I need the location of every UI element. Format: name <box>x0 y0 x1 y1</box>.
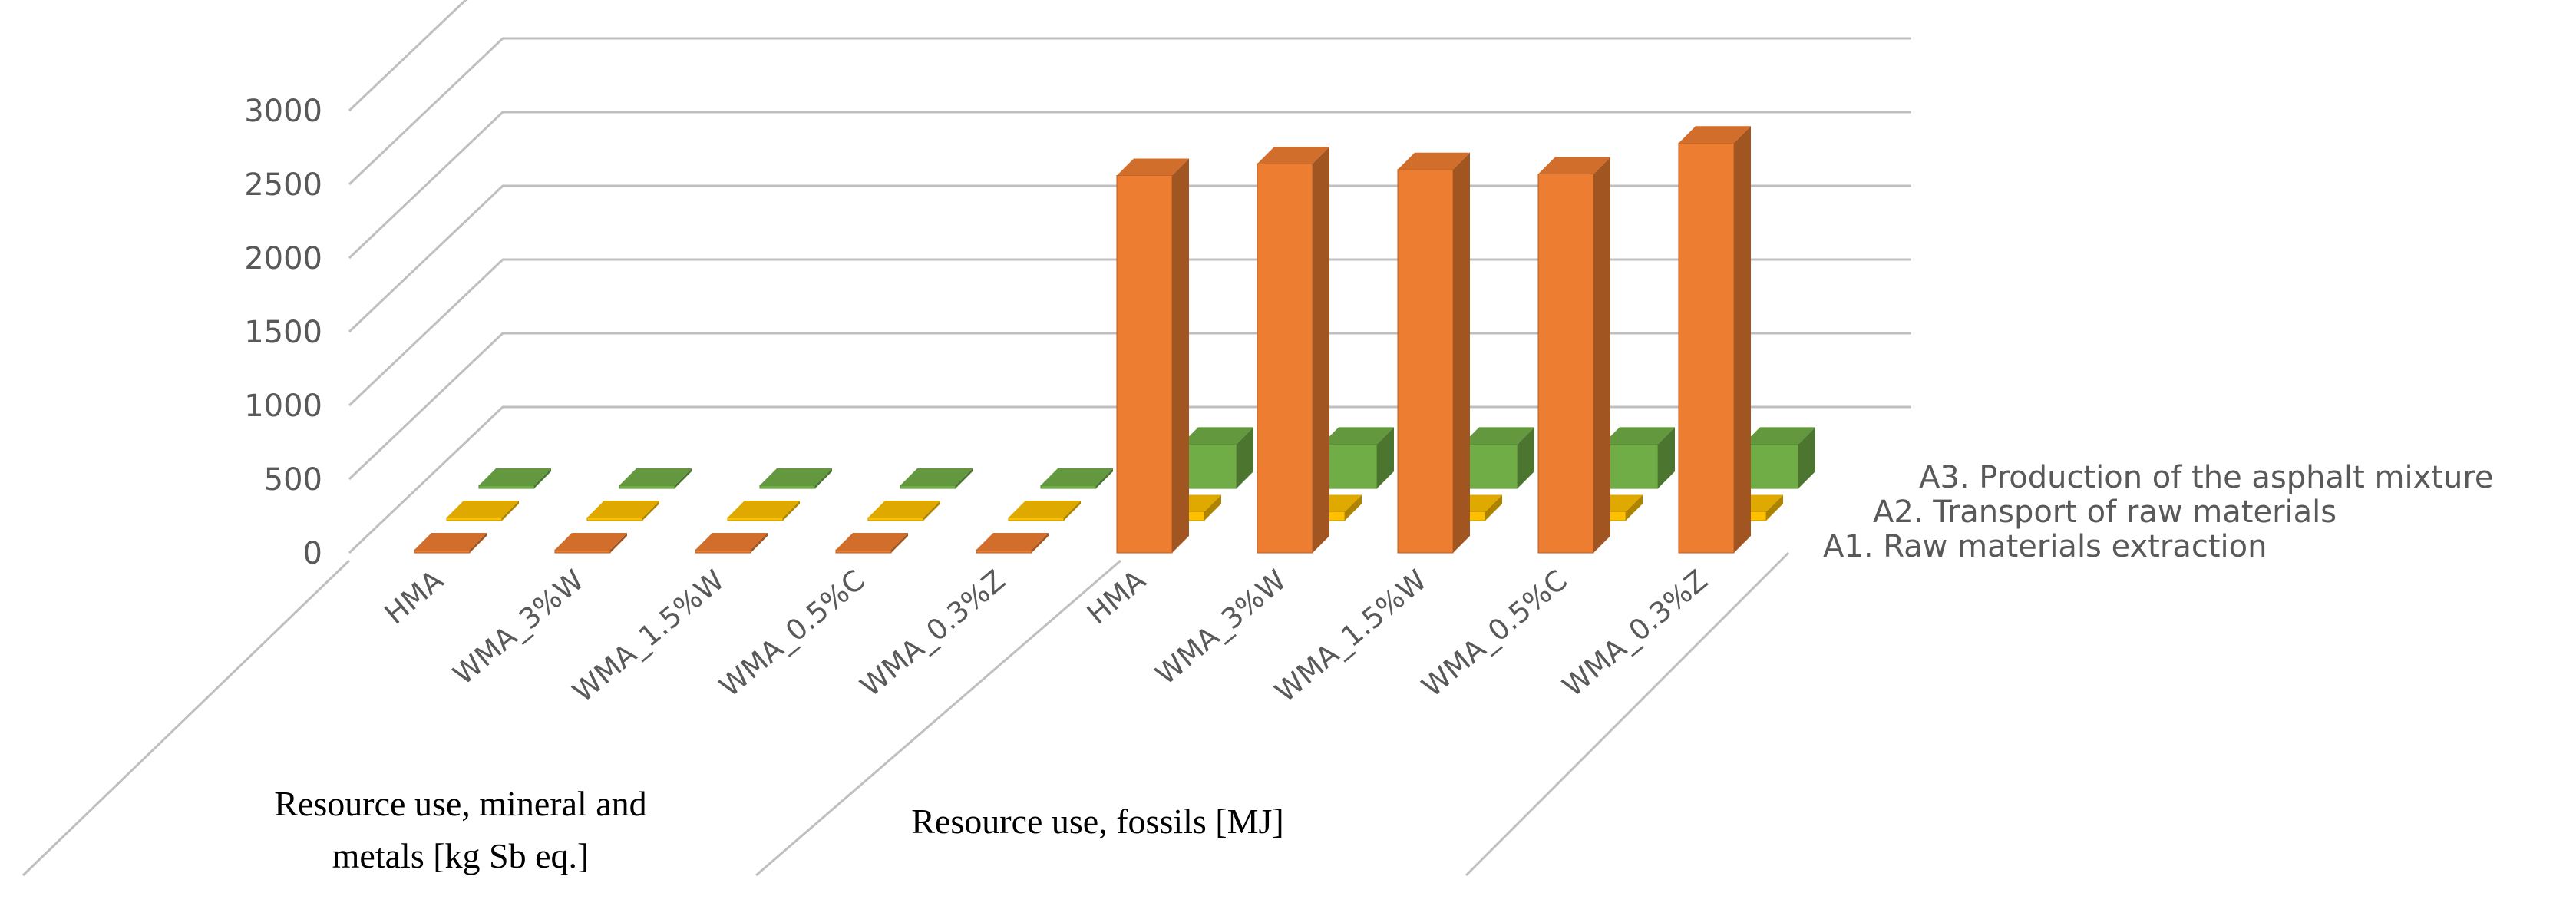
bar-s1-c6 <box>1116 158 1189 554</box>
series-label-2: A2. Transport of raw materials <box>1873 495 2337 530</box>
gridline-3000 <box>348 0 467 112</box>
y-tick-1000: 1000 <box>244 389 322 424</box>
group-label-fossils: Resource use, fossils [MJ] <box>911 802 1284 841</box>
category-label-8: WMA_1.5%W <box>1269 564 1433 709</box>
series-label-1: A1. Raw materials extraction <box>1823 529 2267 564</box>
bar-s3-c3 <box>759 468 832 489</box>
bar-s2-c4 <box>867 501 940 521</box>
bar-s1-c1 <box>414 533 487 554</box>
gridline-2000 <box>348 111 1911 260</box>
bar-s3-c1 <box>478 468 551 489</box>
bar-s2-c3 <box>727 501 800 521</box>
bar-s1-c9 <box>1537 157 1610 554</box>
gridline-2500 <box>348 37 1911 186</box>
bars <box>414 126 1815 554</box>
bar-s3-c2 <box>619 468 692 489</box>
bar-s2-c1 <box>446 501 519 521</box>
y-tick-1500: 1500 <box>244 315 322 350</box>
bar-s1-c8 <box>1397 152 1470 554</box>
bar-s3-c8 <box>1461 427 1534 489</box>
y-tick-2500: 2500 <box>244 167 322 203</box>
y-tick-2000: 2000 <box>244 241 322 276</box>
floor-line-1 <box>755 559 1121 877</box>
bar-s1-c5 <box>976 533 1049 554</box>
category-label-4: WMA_0.5%C <box>713 564 870 703</box>
bar-s3-c4 <box>900 468 973 489</box>
bar-s1-c10 <box>1678 126 1751 554</box>
bar-s1-c4 <box>835 533 908 554</box>
category-label-7: WMA_3%W <box>1149 564 1293 691</box>
category-label-10: WMA_0.3%Z <box>1557 564 1714 703</box>
floor-lines <box>21 551 1790 877</box>
y-axis-ticks: 0 500 1000 1500 2000 2500 3000 <box>244 94 322 571</box>
category-label-6: HMA <box>1081 564 1152 631</box>
bar-s3-c7 <box>1321 427 1394 489</box>
y-tick-500: 500 <box>264 462 322 498</box>
bar-s3-c6 <box>1181 427 1253 489</box>
floor-line-0 <box>21 559 351 877</box>
floor-line-2 <box>1465 551 1790 877</box>
series-label-3: A3. Production of the asphalt mixture <box>1919 460 2493 495</box>
bar-s2-c5 <box>1008 501 1081 521</box>
group-label-minerals-line1: Resource use, mineral and <box>274 784 646 823</box>
category-label-3: WMA_1.5%W <box>566 564 731 709</box>
group-labels: Resource use, mineral and metals [kg Sb … <box>274 784 1283 875</box>
y-tick-3000: 3000 <box>244 94 322 129</box>
category-label-1: HMA <box>378 564 450 631</box>
group-label-minerals-line2: metals [kg Sb eq.] <box>332 836 590 875</box>
category-label-5: WMA_0.3%Z <box>854 564 1012 703</box>
bar-s1-c7 <box>1257 147 1329 554</box>
bar-s2-c2 <box>586 501 659 521</box>
bar-s3-c5 <box>1040 468 1113 489</box>
y-tick-0: 0 <box>303 536 322 571</box>
category-label-2: WMA_3%W <box>447 564 590 691</box>
bar-s1-c3 <box>695 533 768 554</box>
bar-s3-c10 <box>1742 427 1815 489</box>
bar-s3-c9 <box>1602 427 1675 489</box>
category-label-9: WMA_0.5%C <box>1415 564 1573 703</box>
bar-s1-c2 <box>554 533 627 554</box>
